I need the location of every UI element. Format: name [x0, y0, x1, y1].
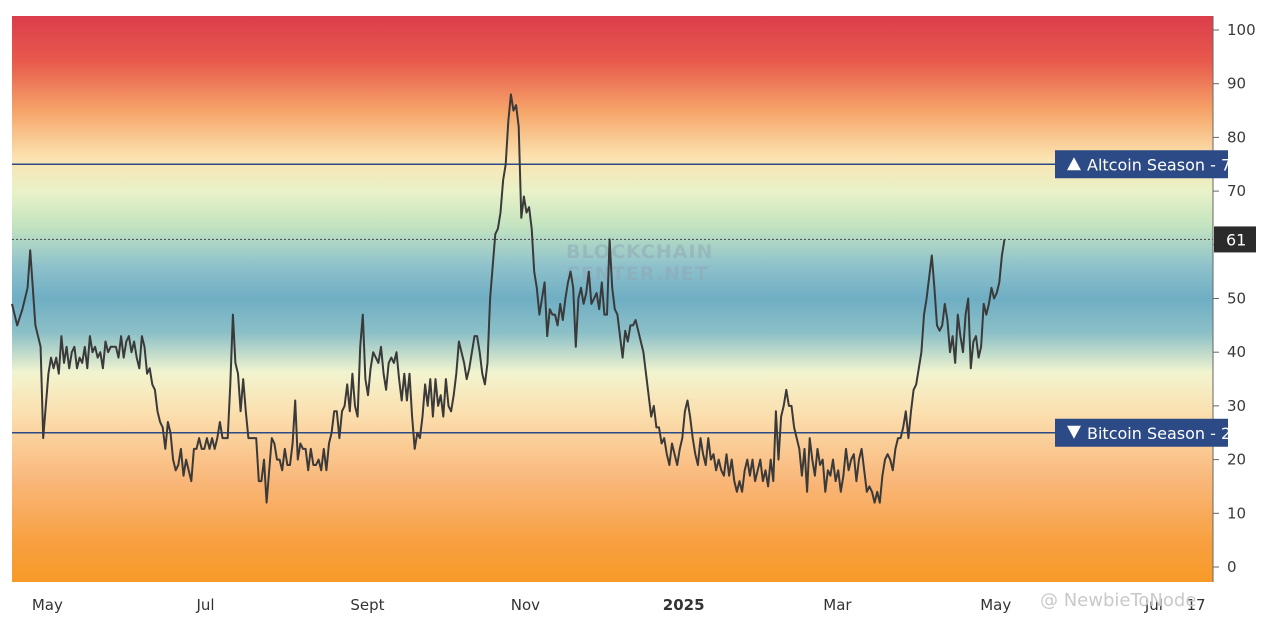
plot-background: [12, 16, 1213, 582]
last-value-badge-box: [1214, 226, 1256, 253]
x-tick-label-17: 17: [1186, 596, 1205, 614]
y-tick-label-0: 0: [1227, 558, 1237, 576]
bitcoin-season-badge: [1055, 418, 1228, 447]
last-value-badge: 61: [1214, 226, 1256, 253]
altcoin-season-badge: [1055, 150, 1228, 179]
reference-lines: [12, 163, 1213, 434]
last-value-badge-label: 61: [1226, 230, 1246, 249]
x-tick-label-mar: Mar: [823, 596, 852, 614]
y-tick-label-30: 30: [1227, 397, 1246, 415]
y-tick-label-40: 40: [1227, 343, 1246, 361]
corner-watermark-text: @ NewbieToNode: [1040, 590, 1196, 611]
watermark-line-1: BLOCKCHAIN: [566, 241, 713, 263]
x-tick-label-may: May: [980, 596, 1011, 614]
series-line-0: [11, 93, 1006, 504]
x-tick-label-jul: Jul: [1144, 596, 1163, 614]
x-tick-label-2025: 2025: [663, 596, 705, 614]
altcoin-season-label: Altcoin Season - 75: [1087, 155, 1241, 174]
y-axis-ticks: 0102030405060708090100: [1213, 21, 1256, 576]
y-tick-label-70: 70: [1227, 182, 1246, 200]
series-layer: [11, 93, 1006, 504]
corner-watermark: @ NewbieToNode: [1040, 590, 1196, 611]
x-tick-label-may: May: [32, 596, 63, 614]
up-triangle-icon: [1067, 157, 1081, 171]
watermark: BLOCKCHAIN CENTER.NET: [566, 241, 713, 285]
y-tick-label-100: 100: [1227, 21, 1256, 39]
x-tick-label-jul: Jul: [196, 596, 215, 614]
y-tick-label-50: 50: [1227, 290, 1246, 308]
x-axis-ticks: May Jul Sept Nov 2025 Mar May Jul 17: [32, 596, 1206, 614]
watermark-line-2: CENTER.NET: [566, 263, 709, 285]
y-tick-label-10: 10: [1227, 504, 1246, 522]
x-tick-label-sept: Sept: [350, 596, 384, 614]
y-tick-label-20: 20: [1227, 451, 1246, 469]
x-tick-label-nov: Nov: [511, 596, 540, 614]
y-tick-label-90: 90: [1227, 75, 1246, 93]
reference-labels: Altcoin Season - 75 Bitcoin Season - 25: [1055, 150, 1241, 447]
bitcoin-season-label: Bitcoin Season - 25: [1087, 424, 1241, 443]
down-triangle-icon: [1067, 425, 1081, 439]
y-tick-label-80: 80: [1227, 128, 1246, 146]
